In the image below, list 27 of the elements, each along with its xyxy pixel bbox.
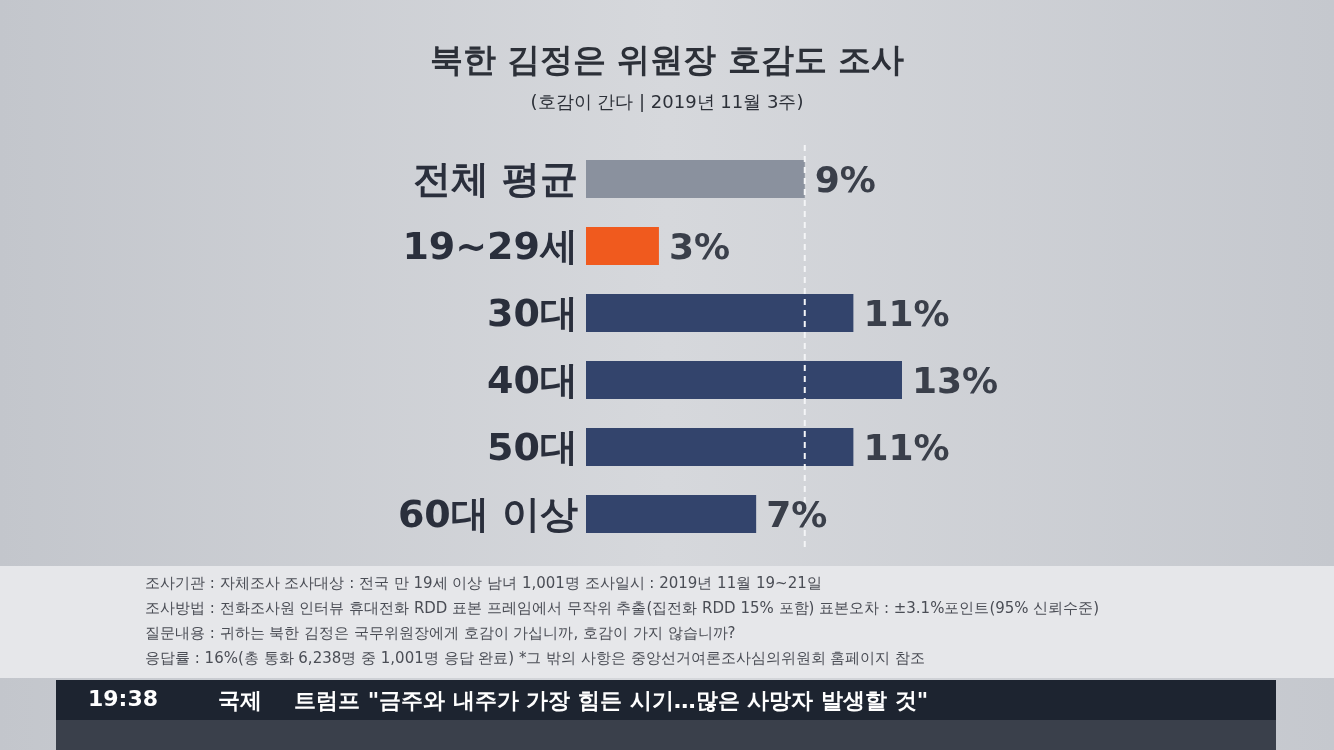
y-tick-label: 40대 bbox=[487, 357, 578, 402]
bar bbox=[586, 227, 659, 265]
text: 19:38 bbox=[88, 686, 159, 711]
bar bbox=[586, 428, 854, 466]
data-label: 13% bbox=[912, 360, 999, 401]
bar bbox=[586, 495, 757, 533]
text: 국제 bbox=[218, 687, 262, 715]
text: 조사기관 : 자체조사 조사대상 : 전국 만 19세 이상 남녀 1,001명 조사일시 : 2019년 11월 19~21일 bbox=[145, 574, 822, 593]
data-label: 11% bbox=[863, 427, 950, 468]
data-label: 9% bbox=[814, 159, 876, 200]
text: 조사방법 : 전화조사원 인터뷰 휴대전화 RDD 표본 프레임에서 무작위 추출(집전화 RDD 15% 포함) 표본오차 : ±3.1%포인트(95% 신뢰수준) bbox=[145, 599, 1100, 618]
text: 질문내용 : 귀하는 북한 김정은 국무위원장에게 호감이 가십니까, 호감이 가지 않습니까? bbox=[145, 624, 736, 643]
text: 응답률 : 16%(총 통화 6,238명 중 1,001명 응답 완료) *그 밖의 사항은 중앙선거여론조사심의위원회 홈페이지 참조 bbox=[145, 649, 926, 668]
y-tick-label: 60대 이상 bbox=[397, 491, 578, 536]
y-tick-label: 전체 평균 bbox=[412, 156, 578, 201]
text: 트럼프 "금주와 내주가 가장 힘든 시기…많은 사망자 발생할 것" bbox=[294, 687, 929, 715]
chart-subtitle: (호감이 간다 | 2019년 11월 3주) bbox=[529, 90, 805, 114]
bar bbox=[586, 361, 902, 399]
bar bbox=[586, 160, 805, 198]
y-tick-label: 30대 bbox=[487, 290, 578, 335]
y-tick-label: 19~29세 bbox=[402, 223, 578, 268]
y-tick-label: 50대 bbox=[487, 424, 578, 469]
data-label: 3% bbox=[668, 226, 731, 267]
chart-title: 북한 김정은 위원장 호감도 조사 bbox=[428, 39, 906, 81]
data-label: 11% bbox=[863, 293, 950, 334]
data-label: 7% bbox=[766, 494, 828, 535]
bar bbox=[586, 294, 854, 332]
